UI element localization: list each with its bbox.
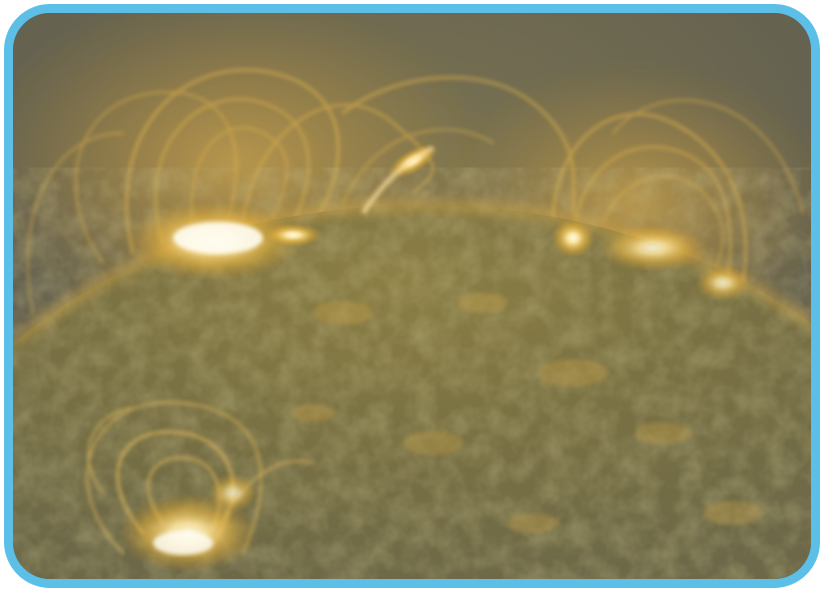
solar-surface-photo bbox=[13, 13, 811, 579]
photo-frame bbox=[4, 4, 820, 588]
